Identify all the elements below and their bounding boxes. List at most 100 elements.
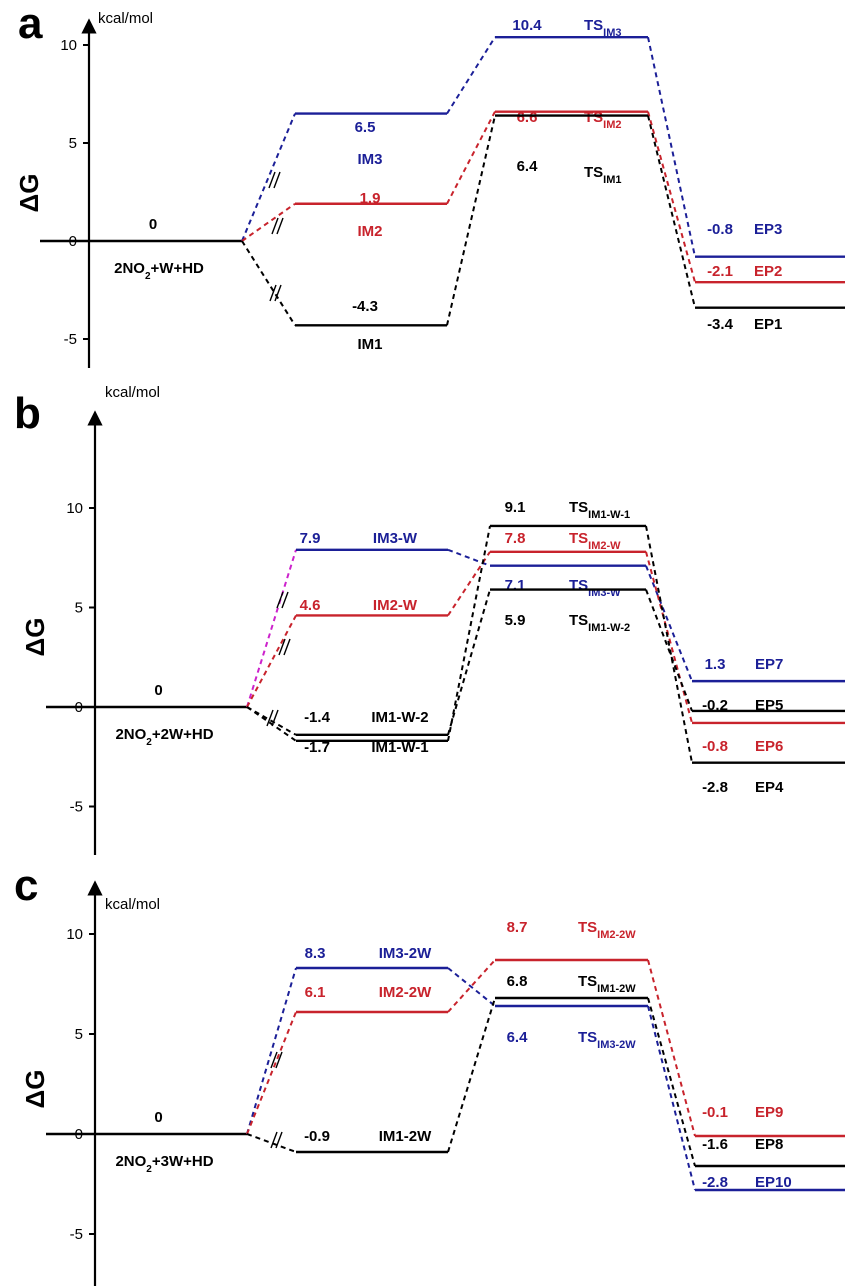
connector-intermediate-to-ts (446, 111, 496, 205)
ts-value-label: 6.4 (507, 1029, 529, 1046)
intermediate-name-label: IM2-W (373, 597, 418, 614)
y-tick-label: 5 (75, 1026, 83, 1043)
product-name-label: EP10 (755, 1174, 792, 1191)
y-tick-label: -5 (64, 331, 77, 348)
product-name-label: EP4 (755, 779, 784, 796)
y-tick-label: 5 (75, 600, 83, 617)
connector-ts-to-product (645, 525, 693, 763)
product-name-label: EP1 (754, 316, 782, 333)
axis-break-mark (269, 284, 282, 302)
ts-value-label: 6.6 (517, 109, 538, 126)
ts-name-label: TSIM3-W (569, 577, 621, 599)
product-value-label: -2.8 (702, 1174, 728, 1191)
ts-value-label: 7.1 (505, 577, 526, 594)
ts-name-label: TSIM2 (584, 109, 622, 131)
connector-start-to-intermediate (241, 240, 296, 326)
unit-label: kcal/mol (105, 384, 160, 401)
intermediate-name-label: IM3 (357, 151, 382, 168)
axis-break-mark (270, 1131, 283, 1149)
connector-intermediate-to-ts (446, 115, 496, 326)
intermediate-name-label: IM2-2W (379, 984, 432, 1001)
ts-value-label: 10.4 (512, 17, 542, 34)
product-value-label: -1.6 (702, 1136, 728, 1153)
intermediate-value-label: 6.1 (305, 984, 326, 1001)
connector-ts-to-product (645, 565, 693, 682)
y-tick-label: -5 (70, 799, 83, 816)
intermediate-name-label: IM3-2W (379, 945, 432, 962)
y-tick-label: 10 (66, 500, 83, 517)
ts-value-label: 6.4 (517, 158, 539, 175)
product-value-label: -2.1 (707, 263, 733, 280)
connector-ts-to-product (647, 111, 696, 283)
axis-break-mark (276, 591, 289, 609)
start-value-label: 0 (154, 682, 162, 699)
ts-value-label: 6.8 (507, 973, 528, 990)
intermediate-value-label: 6.5 (355, 119, 376, 136)
connector-start-to-intermediate (241, 202, 296, 242)
connector-ts-to-product (647, 959, 696, 1137)
energy-panel-b: bkcal/mol1050-5ΔG02NO2+2W+HD7.9IM3-W7.1T… (14, 384, 845, 855)
y-axis-label: ΔG (14, 174, 44, 213)
ts-value-label: 9.1 (505, 499, 526, 516)
start-species-label: 2NO2+W+HD (114, 260, 204, 282)
ts-name-label: TSIM2-2W (578, 919, 636, 941)
axis-break-mark (270, 1051, 283, 1069)
intermediate-value-label: 1.9 (360, 190, 381, 207)
axis-break-mark (266, 709, 279, 727)
ts-value-label: 7.8 (505, 530, 526, 547)
connector-intermediate-to-ts (447, 589, 491, 736)
product-value-label: -0.8 (702, 738, 728, 755)
ts-value-label: 8.7 (507, 919, 528, 936)
ts-name-label: TSIM1-2W (578, 973, 636, 995)
panel-label: c (14, 861, 38, 910)
product-name-label: EP5 (755, 697, 783, 714)
connector-intermediate-to-ts (446, 36, 496, 115)
ts-name-label: TSIM1 (584, 164, 622, 186)
intermediate-value-label: -1.4 (304, 709, 331, 726)
start-value-label: 0 (149, 216, 157, 233)
connector-start-to-intermediate (246, 706, 297, 742)
y-tick-label: 10 (66, 926, 83, 943)
intermediate-name-label: IM2 (357, 223, 382, 240)
connector-ts-to-product (645, 589, 693, 712)
start-species-label: 2NO2+2W+HD (115, 726, 213, 748)
intermediate-value-label: -0.9 (304, 1128, 330, 1145)
product-value-label: -2.8 (702, 779, 728, 796)
energy-panel-a: akcal/mol1050-5ΔG02NO2+W+HD6.5IM310.4TSI… (14, 0, 845, 368)
product-value-label: -0.1 (702, 1104, 728, 1121)
connector-start-to-intermediate (246, 1133, 297, 1153)
ts-name-label: TSIM3-2W (578, 1029, 636, 1051)
connector-ts-to-product (645, 551, 693, 724)
connector-start-to-intermediate (241, 113, 296, 242)
product-name-label: EP3 (754, 221, 782, 238)
connector-ts-to-product (647, 997, 696, 1167)
unit-label: kcal/mol (105, 896, 160, 913)
connector-start-to-intermediate (246, 549, 297, 708)
y-tick-label: 5 (69, 135, 77, 152)
product-value-label: -0.2 (702, 697, 728, 714)
connector-start-to-intermediate (246, 706, 297, 736)
product-name-label: EP9 (755, 1104, 783, 1121)
intermediate-name-label: IM1 (357, 336, 382, 353)
intermediate-name-label: IM1-W-1 (371, 739, 428, 756)
intermediate-name-label: IM1-W-2 (371, 709, 428, 726)
product-name-label: EP7 (755, 656, 783, 673)
ts-name-label: TSIM2-W (569, 530, 621, 552)
ts-value-label: 5.9 (505, 612, 526, 629)
connector-intermediate-to-ts (447, 959, 496, 1013)
connector-start-to-intermediate (246, 967, 297, 1135)
energy-panel-c: ckcal/mol1050-5ΔG02NO2+3W+HD8.3IM3-2W6.4… (14, 861, 845, 1286)
y-tick-label: -5 (70, 1226, 83, 1243)
connector-start-to-intermediate (246, 1011, 297, 1135)
product-name-label: EP2 (754, 263, 782, 280)
panel-label: a (18, 0, 43, 48)
ts-name-label: TSIM1-W-1 (569, 499, 630, 521)
product-value-label: 1.3 (705, 656, 726, 673)
intermediate-value-label: -4.3 (352, 298, 378, 315)
ts-name-label: TSIM3 (584, 17, 622, 39)
axis-break-mark (271, 217, 284, 235)
product-value-label: -3.4 (707, 316, 734, 333)
unit-label: kcal/mol (98, 10, 153, 27)
intermediate-value-label: 4.6 (300, 597, 321, 614)
